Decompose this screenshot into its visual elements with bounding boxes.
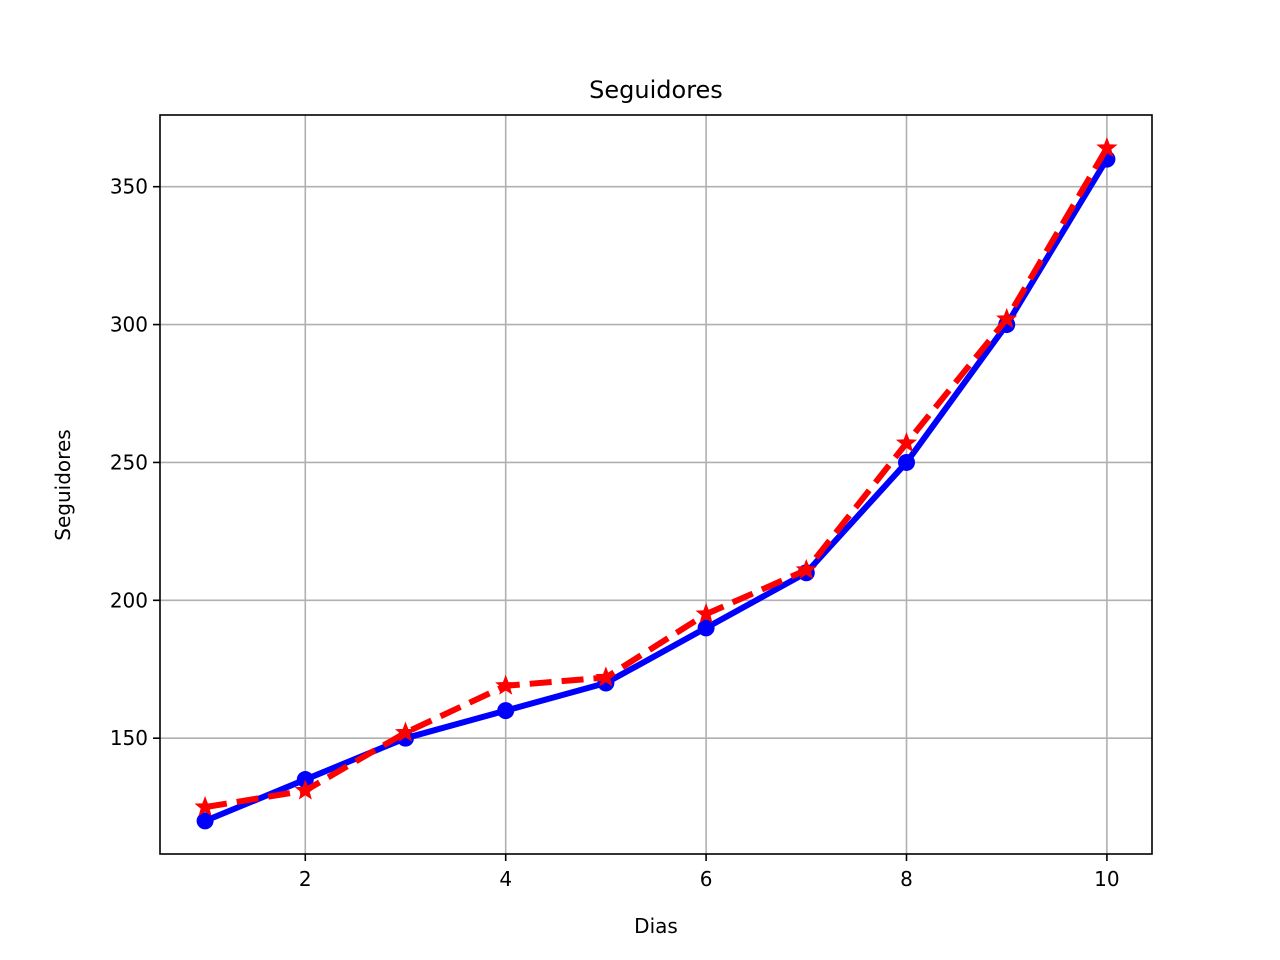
y-axis-label: Seguidores xyxy=(51,429,75,540)
y-tick-label: 200 xyxy=(110,588,148,612)
y-tick-label: 300 xyxy=(110,313,148,337)
x-tick-label: 10 xyxy=(1094,867,1119,891)
ticks: 2 4 6 8 10 150 200 250 300 350 xyxy=(110,175,1120,891)
series-2-point xyxy=(495,674,517,695)
x-tick-label: 6 xyxy=(700,867,713,891)
series-2-point xyxy=(294,779,316,800)
x-tick-label: 4 xyxy=(499,867,512,891)
series-layer xyxy=(194,136,1118,830)
series-2-point xyxy=(895,432,918,453)
x-tick-label: 2 xyxy=(299,867,312,891)
y-tick-label: 150 xyxy=(110,726,148,750)
y-tick-label: 350 xyxy=(110,175,148,199)
series-2-point xyxy=(194,795,216,817)
series-2-point xyxy=(695,602,717,624)
series-1-point xyxy=(697,619,715,637)
series-2-point xyxy=(795,558,817,579)
series-2 xyxy=(194,136,1118,817)
series-2-line xyxy=(204,146,1110,811)
series-2-point xyxy=(595,666,617,687)
series-1-point xyxy=(497,702,515,720)
grid xyxy=(160,115,1152,854)
series-2-point xyxy=(1096,136,1118,158)
chart-title: Seguidores xyxy=(589,76,723,104)
y-tick-label: 250 xyxy=(110,450,148,474)
x-axis-label: Dias xyxy=(634,914,678,938)
series-2-point xyxy=(394,721,417,742)
series-1-point xyxy=(898,453,916,471)
series-1-point xyxy=(196,812,214,830)
plot-frame xyxy=(159,114,1153,855)
series-2-point xyxy=(996,307,1018,329)
x-tick-label: 8 xyxy=(900,867,913,891)
